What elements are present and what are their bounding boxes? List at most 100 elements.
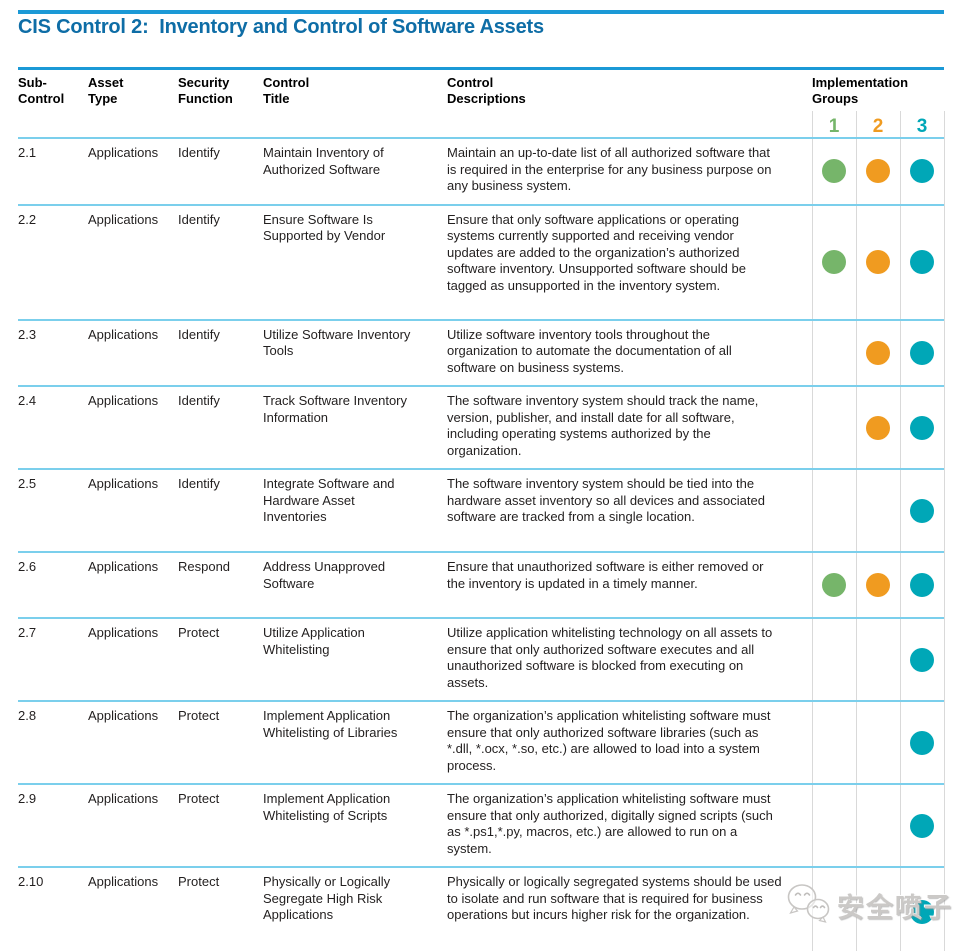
- col-header-asset-type: Asset Type: [88, 75, 124, 106]
- sub-control-id: 2.3: [18, 326, 37, 342]
- control-title: Integrate Software and Hardware Asset In…: [263, 476, 395, 524]
- security-function: Protect: [178, 874, 220, 889]
- group-cell-2: [856, 321, 900, 386]
- security-function: Identify: [178, 476, 220, 491]
- asset-type: Applications: [88, 708, 159, 723]
- control-title: Utilize Software Inventory Tools: [263, 326, 411, 359]
- implementation-group-3-dot: [910, 159, 934, 184]
- control-title: Implement Application Whitelisting of Li…: [263, 708, 398, 740]
- asset-type: Applications: [88, 393, 159, 408]
- control-description: The organization’s application whitelist…: [447, 708, 771, 773]
- group-cell-1: [812, 139, 856, 204]
- implementation-group-1-dot: [822, 573, 846, 597]
- implementation-group-3-dot: [910, 730, 934, 755]
- group-cell-3: [900, 470, 944, 551]
- implementation-group-3-dot: [910, 647, 934, 672]
- sub-control-id: 2.2: [18, 211, 37, 227]
- group-column-divider: [944, 111, 945, 951]
- group-cell-3: [900, 206, 944, 319]
- control-title: Address Unapproved Software: [263, 559, 386, 591]
- security-function: Protect: [178, 708, 220, 723]
- watermark: 安全喷子: [786, 882, 953, 929]
- control-description: Physically or logically segregated syste…: [447, 874, 782, 922]
- control-description: Utilize application whitelisting technol…: [447, 625, 773, 690]
- group-cell-1: [812, 702, 856, 783]
- table-row: 2.7 Applications Protect Utilize Applica…: [18, 617, 944, 700]
- sub-control-id: 2.9: [18, 791, 37, 806]
- table-row: 2.9 Applications Protect Implement Appli…: [18, 783, 944, 866]
- control-title: Implement Application Whitelisting of Sc…: [263, 791, 391, 823]
- sub-control-id: 2.5: [18, 476, 37, 491]
- table-row: 2.2 Applications Identify Ensure Softwar…: [18, 203, 944, 319]
- watermark-text: 安全喷子: [837, 893, 953, 923]
- sub-control-id: 2.10: [18, 874, 44, 889]
- group-cell-2: [856, 470, 900, 551]
- control-title: Utilize Application Whitelisting: [263, 625, 365, 657]
- asset-type: Applications: [88, 559, 159, 574]
- implementation-group-3-dot: [910, 899, 934, 924]
- group-cell-3: [900, 702, 944, 783]
- header-rule: [18, 67, 944, 70]
- control-title: Maintain Inventory of Authorized Softwar…: [263, 145, 384, 177]
- group-column-divider: [856, 111, 857, 951]
- group-cell-1: [812, 321, 856, 386]
- implementation-group-3-dot: [910, 250, 934, 274]
- table-row: 2.6 Applications Respond Address Unappro…: [18, 551, 944, 617]
- implementation-group-3-dot: [910, 340, 934, 365]
- sub-control-id: 2.6: [18, 559, 37, 574]
- group-cell-3: [900, 619, 944, 700]
- group-cell-3: [900, 321, 944, 386]
- group-2-header-cell: 2: [856, 111, 900, 137]
- implementation-group-3-dot: [910, 573, 934, 597]
- security-function: Identify: [178, 211, 220, 227]
- group-3-header-cell: 3: [900, 111, 944, 137]
- group-1-header-cell: 1: [812, 111, 856, 137]
- group-cell-3: [900, 868, 944, 951]
- page-title: CIS Control 2: Inventory and Control of …: [18, 16, 544, 38]
- sub-control-id: 2.8: [18, 708, 37, 723]
- col-header-control-title: Control Title: [263, 75, 310, 106]
- group-cell-2: [856, 139, 900, 204]
- group-cell-2: [856, 206, 900, 319]
- sub-control-id: 2.1: [18, 145, 37, 160]
- control-title: Ensure Software Is Supported by Vendor: [263, 211, 386, 244]
- group-cell-2: [856, 619, 900, 700]
- col-header-control-descriptions: Control Descriptions: [447, 75, 526, 106]
- security-function: Identify: [178, 393, 220, 408]
- implementation-group-1-dot: [822, 250, 846, 274]
- asset-type: Applications: [88, 791, 159, 806]
- control-description: Maintain an up-to-date list of all autho…: [447, 145, 772, 193]
- group-cell-3: [900, 387, 944, 468]
- group-cell-1: [812, 387, 856, 468]
- col-header-sub-control: Sub- Control: [18, 75, 65, 106]
- group-column-divider: [900, 111, 901, 951]
- control-description: The software inventory system should tra…: [447, 393, 759, 458]
- implementation-group-2-dot: [866, 415, 890, 440]
- group-cell-3: [900, 139, 944, 204]
- asset-type: Applications: [88, 145, 159, 160]
- control-title: Track Software Inventory Information: [263, 393, 408, 425]
- group-cell-1: [812, 553, 856, 617]
- control-title: Physically or Logically Segregate High R…: [263, 874, 391, 922]
- implementation-group-3-dot: [910, 498, 934, 523]
- control-description: Utilize software inventory tools through…: [447, 326, 732, 375]
- implementation-group-2-dot: [866, 250, 890, 274]
- group-cell-1: [812, 470, 856, 551]
- table-row: 2.10 Applications Protect Physically or …: [18, 866, 944, 951]
- implementation-group-numbers: 1 2 3: [18, 111, 944, 137]
- group-cell-3: [900, 553, 944, 617]
- asset-type: Applications: [88, 476, 159, 491]
- control-description: Ensure that only software applications o…: [447, 211, 746, 293]
- table-row: 2.8 Applications Protect Implement Appli…: [18, 700, 944, 783]
- group-cell-3: [900, 785, 944, 866]
- top-rule: [18, 10, 944, 14]
- table-row: 2.5 Applications Identify Integrate Soft…: [18, 468, 944, 551]
- table-row: 2.4 Applications Identify Track Software…: [18, 385, 944, 468]
- table-body: 2.1 Applications Identify Maintain Inven…: [18, 137, 944, 951]
- implementation-group-2-dot: [866, 340, 890, 365]
- group-cell-2: [856, 553, 900, 617]
- control-description: The software inventory system should be …: [447, 476, 765, 524]
- security-function: Identify: [178, 145, 220, 160]
- asset-type: Applications: [88, 874, 159, 889]
